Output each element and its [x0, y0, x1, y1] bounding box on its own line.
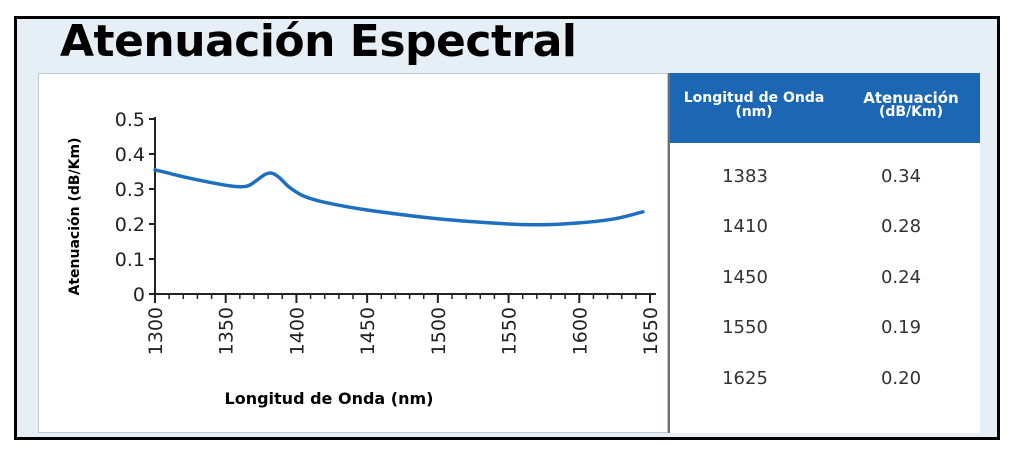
cell-wavelength: 1410	[722, 216, 768, 237]
y-tick-label: 0.4	[115, 144, 145, 166]
y-tick-label: 0.2	[115, 214, 145, 236]
cell-attenuation: 0.19	[880, 317, 922, 338]
table-row: 1410 0.28	[670, 202, 980, 252]
attenuation-table: Longitud de Onda (nm) Atenuación (dB/Km)…	[668, 73, 980, 433]
attenuation-chart: 0 0.1 0.2 0.3 0.4 0.5 1300 1350 1400 1450 1500 1550…	[67, 109, 662, 408]
cell-attenuation: 0.34	[880, 166, 922, 187]
attenuation-series-line	[153, 168, 645, 227]
cell-wavelength: 1450	[722, 267, 768, 288]
y-tick-label: 0.3	[115, 179, 145, 201]
table-row: 1383 0.34	[670, 152, 980, 202]
cell-attenuation: 0.20	[880, 368, 922, 389]
cell-wavelength: 1550	[722, 317, 768, 338]
x-tick-label: 1400	[286, 307, 308, 355]
table-row: 1550 0.19	[670, 303, 980, 353]
header-attenuation-line2: (dB/Km)	[878, 104, 944, 120]
cell-attenuation: 0.24	[880, 267, 922, 288]
page-title: Atenuación Espectral	[60, 16, 577, 67]
y-axis-label: Atenuación (dB/Km)	[67, 138, 83, 296]
plot-panel: 0 0.1 0.2 0.3 0.4 0.5 1300 1350 1400 1450 1500 1550…	[38, 73, 668, 433]
table-row: 1625 0.20	[670, 354, 980, 404]
x-tick-label: 1550	[499, 307, 521, 355]
y-tick-label: 0.5	[115, 109, 145, 131]
cell-wavelength: 1625	[722, 368, 768, 389]
header-wavelength: Longitud de Onda (nm)	[670, 91, 838, 119]
x-tick-label: 1600	[569, 307, 591, 355]
x-axis-label: Longitud de Onda (nm)	[225, 389, 434, 408]
header-wavelength-line2: (nm)	[735, 104, 773, 120]
x-tick-label: 1650	[640, 307, 662, 355]
header-wavelength-line1: Longitud de Onda	[683, 90, 825, 106]
header-attenuation: Atenuación (dB/Km)	[842, 89, 980, 120]
cell-wavelength: 1383	[722, 166, 768, 187]
y-tick-label: 0.1	[115, 249, 145, 271]
cell-attenuation: 0.28	[880, 216, 922, 237]
table-row: 1450 0.24	[670, 253, 980, 303]
table-header: Longitud de Onda (nm) Atenuación (dB/Km)	[670, 73, 980, 143]
x-tick-label: 1300	[145, 307, 167, 355]
x-tick-label: 1450	[357, 307, 379, 355]
x-tick-label: 1500	[428, 307, 450, 355]
y-tick-label: 0	[133, 284, 145, 306]
header-attenuation-line1: Atenuación	[863, 89, 959, 107]
x-tick-label: 1350	[216, 307, 238, 355]
